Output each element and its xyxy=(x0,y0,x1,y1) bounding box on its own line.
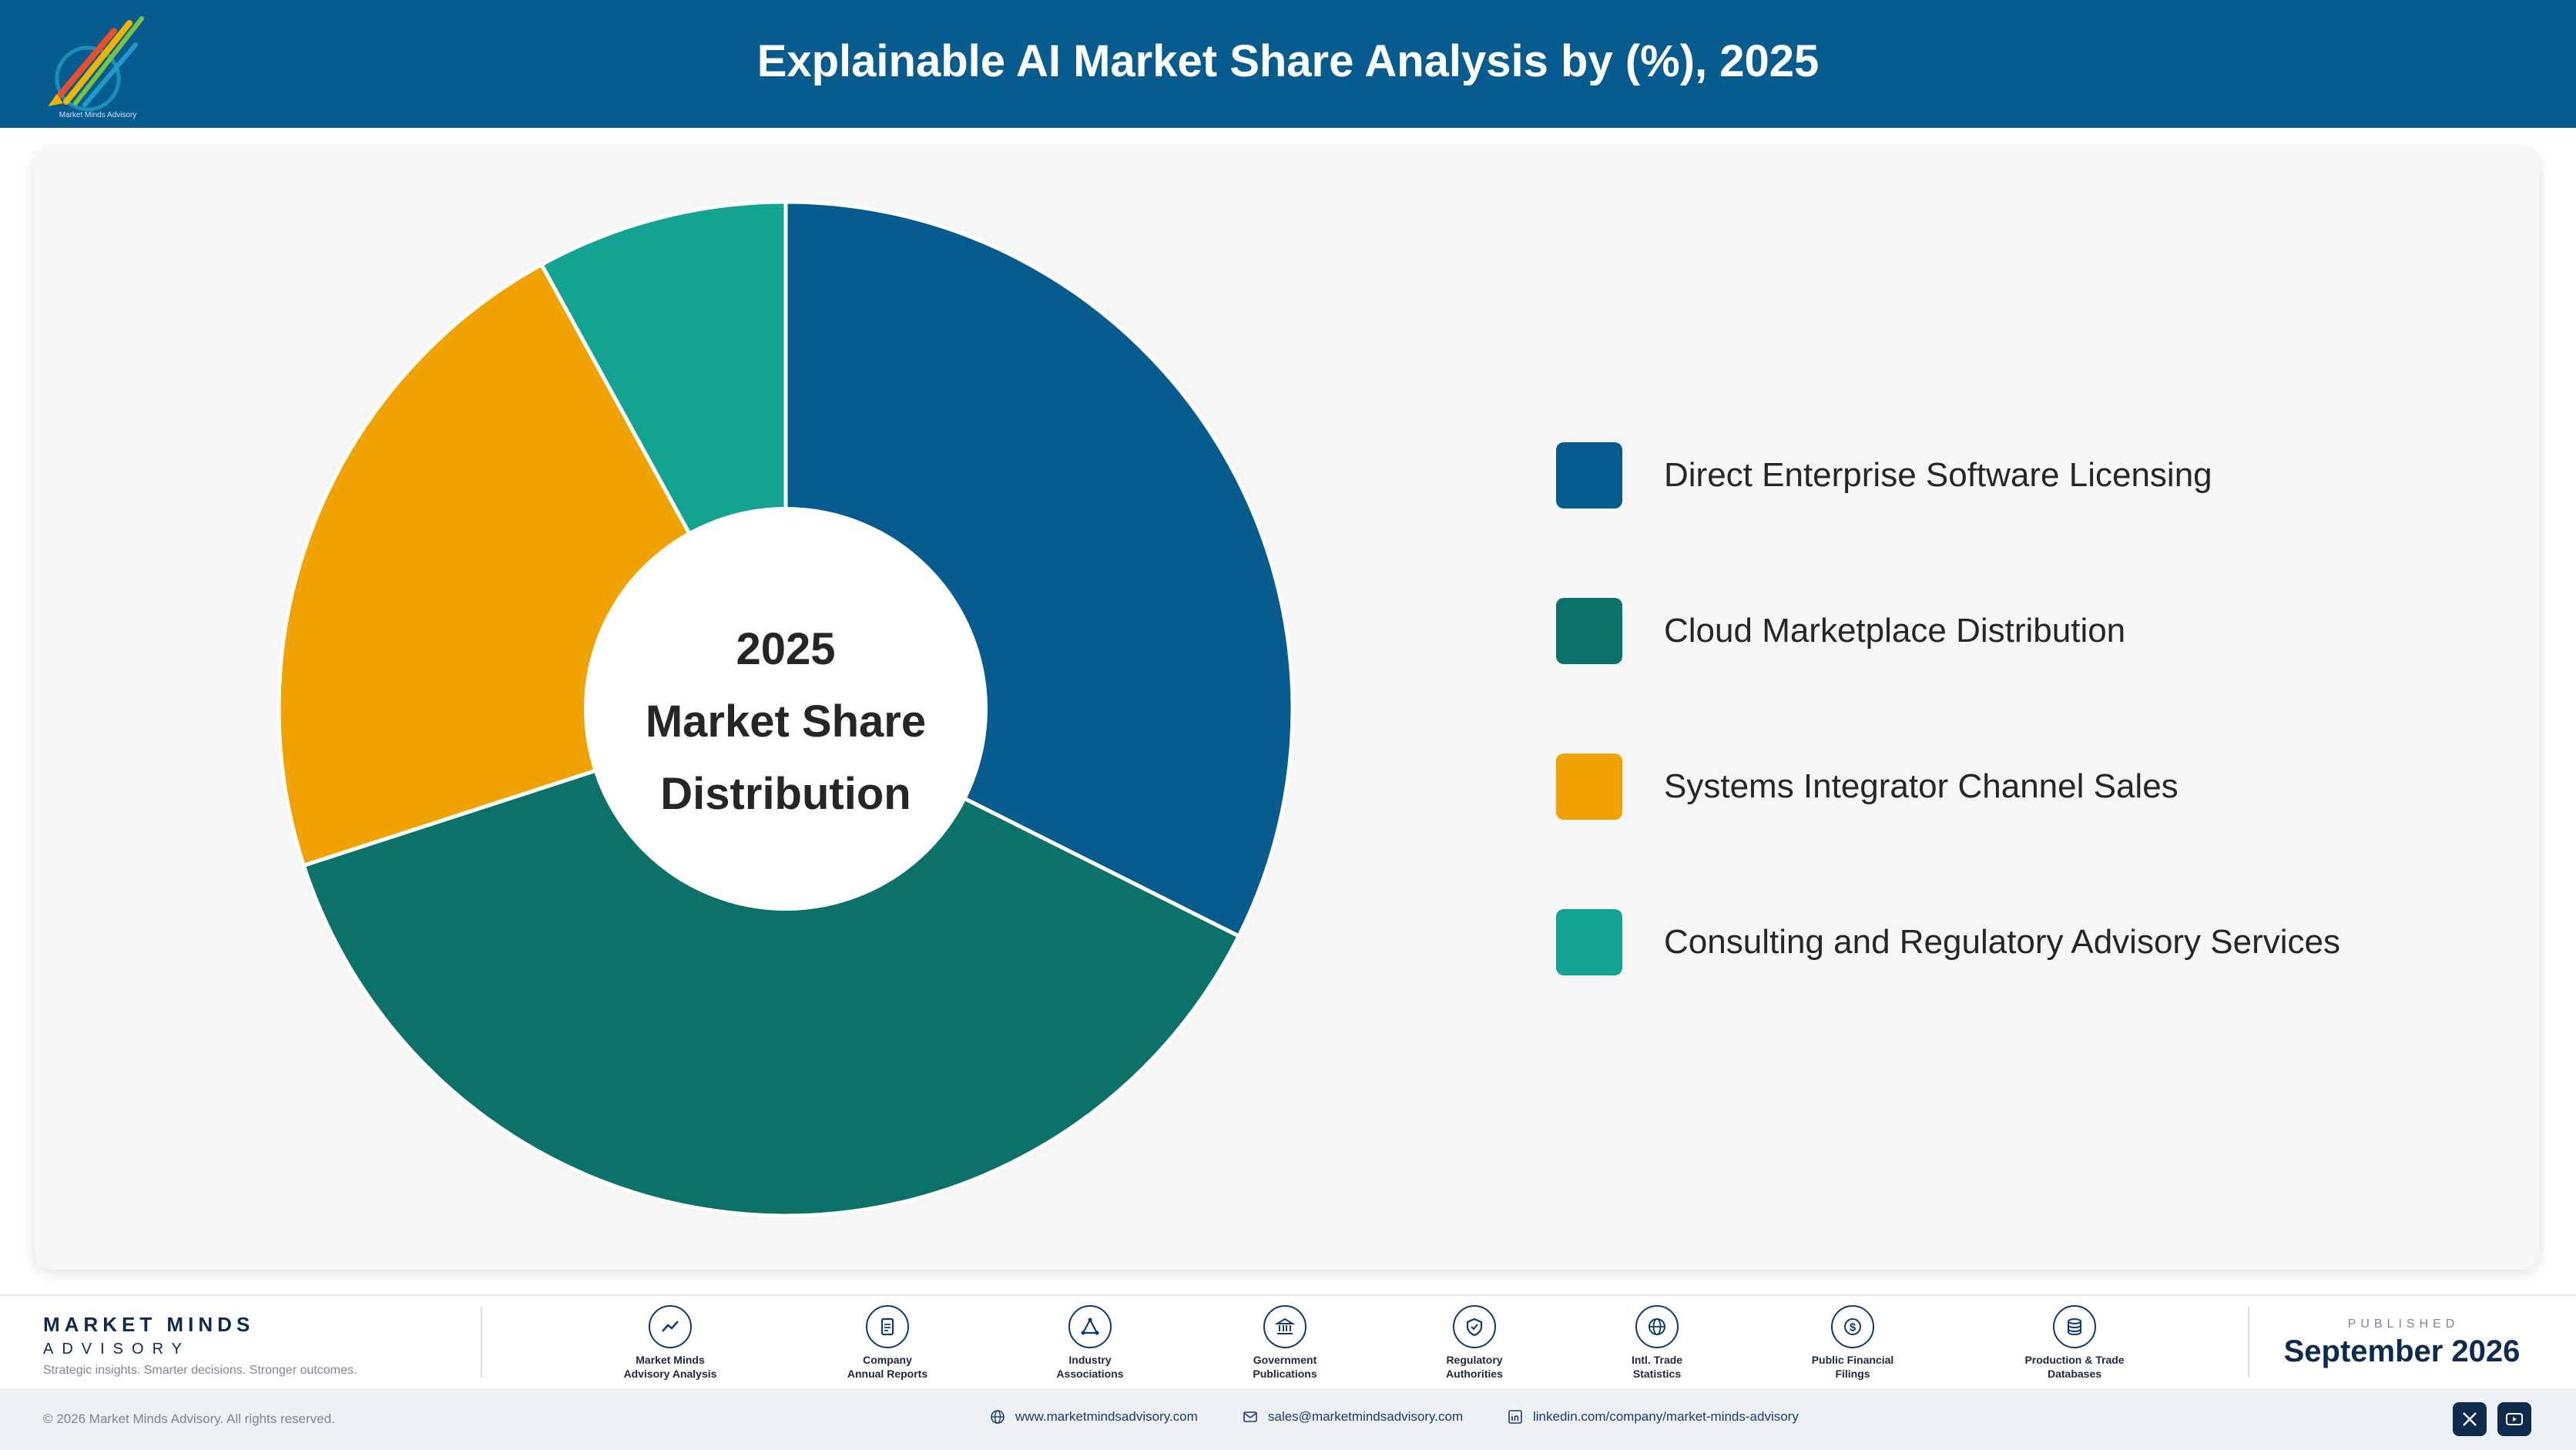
source-label: Government Publications xyxy=(1253,1354,1317,1380)
published-date: September 2026 xyxy=(2283,1334,2521,1368)
legend-label: Systems Integrator Channel Sales xyxy=(1664,767,2179,805)
center-label-line-3: Distribution xyxy=(660,769,911,819)
chart-legend: Direct Enterprise Software Licensing Clo… xyxy=(1556,442,2340,1065)
globe-icon xyxy=(1635,1305,1679,1348)
source-company-reports[interactable]: Company Annual Reports xyxy=(810,1305,964,1381)
footer-divider xyxy=(2248,1307,2249,1378)
linkedin-icon xyxy=(1507,1408,1524,1425)
globe-icon xyxy=(989,1408,1006,1425)
legend-item-consulting-advisory[interactable]: Consulting and Regulatory Advisory Servi… xyxy=(1556,909,2340,975)
source-label: Industry Associations xyxy=(1056,1354,1124,1380)
legend-label: Direct Enterprise Software Licensing xyxy=(1664,456,2212,494)
source-government-publications[interactable]: Government Publications xyxy=(1208,1305,1362,1381)
email-text: sales@marketmindsadvisory.com xyxy=(1268,1409,1464,1424)
source-market-minds-analysis[interactable]: Market Minds Advisory Analysis xyxy=(593,1305,747,1381)
database-icon xyxy=(2053,1305,2096,1348)
x-social-button[interactable] xyxy=(2453,1402,2487,1436)
legend-item-direct-licensing[interactable]: Direct Enterprise Software Licensing xyxy=(1556,442,2340,509)
email-link[interactable]: sales@marketmindsadvisory.com xyxy=(1242,1408,1463,1425)
legend-swatch xyxy=(1556,754,1622,820)
source-label: Intl. Trade Statistics xyxy=(1631,1354,1683,1380)
source-regulatory-authorities[interactable]: Regulatory Authorities xyxy=(1397,1305,1551,1381)
footer: MARKET MINDS ADVISORY Strategic insights… xyxy=(0,1294,2576,1388)
logo-text: Market Minds Advisory xyxy=(59,111,137,119)
website-link[interactable]: www.marketmindsadvisory.com xyxy=(989,1408,1198,1425)
chart-line-icon xyxy=(649,1305,692,1348)
pie-slice-cloud-marketplace-distribution[interactable] xyxy=(301,707,1242,1218)
legend-item-cloud-marketplace[interactable]: Cloud Marketplace Distribution xyxy=(1556,598,2340,664)
legend-swatch xyxy=(1556,442,1622,509)
source-industry-associations[interactable]: Industry Associations xyxy=(1013,1305,1167,1381)
dollar-icon: $ xyxy=(1831,1305,1874,1348)
x-icon xyxy=(2463,1412,2477,1426)
center-label-line-2: Market Share xyxy=(646,696,926,747)
linkedin-link[interactable]: linkedin.com/company/market-minds-adviso… xyxy=(1507,1408,1799,1425)
donut-hole xyxy=(584,507,988,911)
legend-label: Cloud Marketplace Distribution xyxy=(1664,612,2126,649)
legend-swatch xyxy=(1556,598,1622,664)
source-label: Public Financial Filings xyxy=(1811,1354,1894,1380)
source-list: Market Minds Advisory Analysis Company Ann… xyxy=(539,1305,2326,1382)
source-financial-filings[interactable]: $ Public Financial Filings xyxy=(1776,1305,1930,1381)
source-label: Company Annual Reports xyxy=(847,1354,928,1380)
network-icon xyxy=(1068,1305,1112,1348)
brand-subtitle: ADVISORY xyxy=(43,1341,190,1358)
brand-name: MARKET MINDS xyxy=(43,1313,255,1336)
youtube-icon xyxy=(2506,1413,2523,1425)
copyright-text: © 2026 Market Minds Advisory. All rights… xyxy=(43,1411,335,1426)
website-text: www.marketmindsadvisory.com xyxy=(1015,1409,1198,1424)
published-label: PUBLISHED xyxy=(2347,1317,2460,1331)
svg-text:$: $ xyxy=(1850,1321,1857,1334)
page-title: Explainable AI Market Share Analysis by … xyxy=(756,36,1820,86)
source-label: Market Minds Advisory Analysis xyxy=(623,1354,717,1380)
center-label-line-1: 2025 xyxy=(736,624,835,674)
bank-icon xyxy=(1263,1305,1306,1348)
linkedin-text: linkedin.com/company/market-minds-adviso… xyxy=(1533,1409,1799,1424)
legend-label: Consulting and Regulatory Advisory Servi… xyxy=(1664,923,2341,961)
mail-icon xyxy=(1242,1408,1259,1425)
source-trade-statistics[interactable]: Intl. Trade Statistics xyxy=(1580,1305,1734,1381)
brand-tagline: Strategic insights. Smarter decisions. S… xyxy=(43,1364,357,1377)
youtube-social-button[interactable] xyxy=(2497,1402,2531,1436)
shield-icon xyxy=(1453,1305,1496,1348)
source-label: Production & Trade Databases xyxy=(2024,1354,2125,1380)
bottom-bar: © 2026 Market Minds Advisory. All rights… xyxy=(0,1388,2576,1450)
legend-swatch xyxy=(1556,909,1622,975)
document-icon xyxy=(866,1305,909,1348)
header-bar: Market Minds Advisory Explainable AI Mar… xyxy=(0,0,2576,128)
source-label: Regulatory Authorities xyxy=(1446,1354,1503,1380)
source-trade-databases[interactable]: Production & Trade Databases xyxy=(1997,1305,2152,1381)
company-logo[interactable]: Market Minds Advisory xyxy=(40,8,156,122)
footer-divider xyxy=(481,1307,482,1378)
legend-item-systems-integrator[interactable]: Systems Integrator Channel Sales xyxy=(1556,754,2340,820)
